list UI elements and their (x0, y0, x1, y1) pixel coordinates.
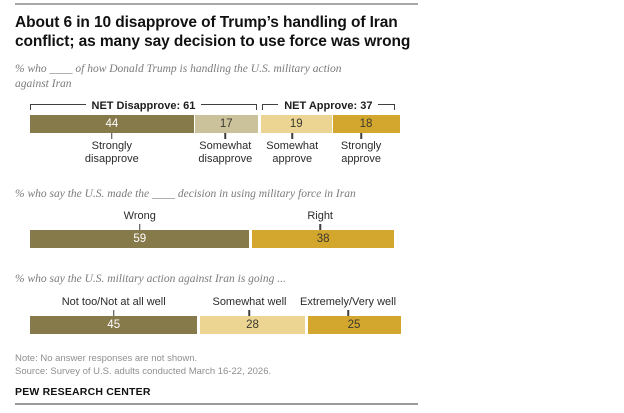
segment-label-row: Strongly disapprove Somewhat disapprove So… (30, 140, 402, 168)
bar-segment: 19 (260, 115, 332, 133)
segment-label: Not too/Not at all well (61, 296, 166, 308)
segment-label-row: Not too/Not at all well Somewhat well Extr… (30, 296, 402, 310)
bar-segment: 28 (200, 316, 305, 334)
bar-segment: 17 (194, 115, 258, 133)
bar-segment: 59 (30, 230, 250, 248)
segment-tick (138, 224, 141, 230)
source-text: Source: Survey of U.S. adults conducted … (15, 366, 272, 377)
chart-subtitle-decision: % who say the U.S. made the ____ decisio… (15, 188, 356, 200)
segment-tick (347, 310, 349, 316)
segment-label: Strongly disapprove (84, 140, 139, 165)
bracket-line (378, 101, 395, 111)
tick-row (30, 133, 402, 139)
bar-segment: 25 (307, 316, 401, 334)
bracket-line (30, 101, 86, 111)
bar-segment: 18 (332, 115, 400, 133)
segment-tick (319, 224, 321, 230)
stacked-bar: 44 17 19 18 (30, 115, 402, 133)
segment-label: Right (307, 210, 333, 222)
segment-tick (111, 133, 113, 139)
segment-label: Extremely/Very well (300, 296, 397, 308)
bracket-line (262, 101, 279, 111)
segment-tick (248, 310, 251, 316)
net-bracket: NET Disapprove: 61 (30, 100, 257, 112)
segment-label: Somewhat approve (266, 140, 319, 165)
segment-tick (360, 133, 362, 139)
net-bracket: NET Approve: 37 (262, 100, 395, 112)
decision-chart: Wrong Right 59 38 (30, 210, 402, 248)
bottom-rule (15, 403, 418, 405)
segment-tick (291, 133, 293, 139)
top-rule (15, 3, 418, 5)
tick-row (30, 310, 402, 316)
going-chart: Not too/Not at all well Somewhat well Extr… (30, 296, 402, 334)
brand-text: PEW RESEARCH CENTER (15, 386, 151, 398)
segment-tick (112, 310, 115, 316)
net-label: NET Approve: 37 (284, 100, 373, 112)
segment-label: Strongly approve (340, 140, 382, 165)
segment-tick (224, 133, 227, 139)
bar-segment: 38 (252, 230, 394, 248)
segment-label: Somewhat disapprove (198, 140, 253, 165)
segment-label: Somewhat well (212, 296, 287, 308)
page-title: About 6 in 10 disapprove of Trump’s hand… (15, 14, 411, 50)
bar-segment: 44 (30, 115, 194, 133)
tick-row (30, 224, 402, 230)
note-text: Note: No answer responses are not shown. (15, 353, 198, 364)
chart-subtitle-going: % who say the U.S. military action again… (15, 273, 286, 285)
net-bracket-row: NET Disapprove: 61 NET Approve: 37 (30, 100, 402, 113)
bar-segment: 45 (30, 316, 198, 334)
segment-label-row: Wrong Right (30, 210, 402, 224)
stacked-bar: 45 28 25 (30, 316, 402, 334)
bracket-line (201, 101, 257, 111)
net-label: NET Disapprove: 61 (91, 100, 196, 112)
segment-label: Wrong (123, 210, 156, 222)
chart-subtitle-approval: % who ____ of how Donald Trump is handli… (15, 63, 342, 90)
approval-chart: NET Disapprove: 61 NET Approve: 37 44 17 19 1… (30, 100, 402, 168)
stacked-bar: 59 38 (30, 230, 402, 248)
